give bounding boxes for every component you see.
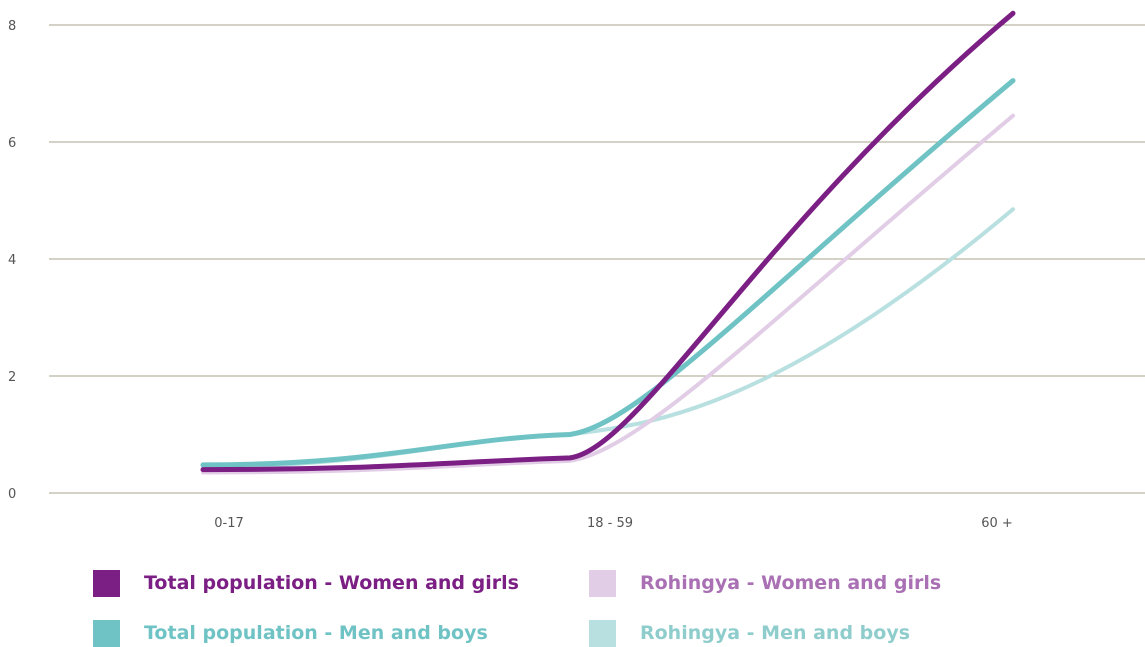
series-line-3 [201,207,1015,469]
x-tick-label: 18 - 59 [587,516,633,531]
y-tick-label: 4 [8,253,16,268]
y-tick-label: 6 [8,136,16,151]
x-tick-label: 0-17 [214,516,244,531]
series-line-2 [201,113,1015,475]
y-tick-label: 2 [8,370,16,385]
y-tick-label: 0 [8,487,16,502]
y-tick-label: 8 [8,19,16,34]
x-tick-label: 60 + [981,516,1013,531]
series-line-1 [200,78,1016,468]
gridlines [49,24,1145,494]
series-line-0 [200,10,1016,473]
x-axis-ticks: 0-17 18 - 59 60 + [214,516,1013,531]
series-lines [200,10,1016,475]
y-axis-ticks: 0 2 4 6 8 [8,19,16,502]
